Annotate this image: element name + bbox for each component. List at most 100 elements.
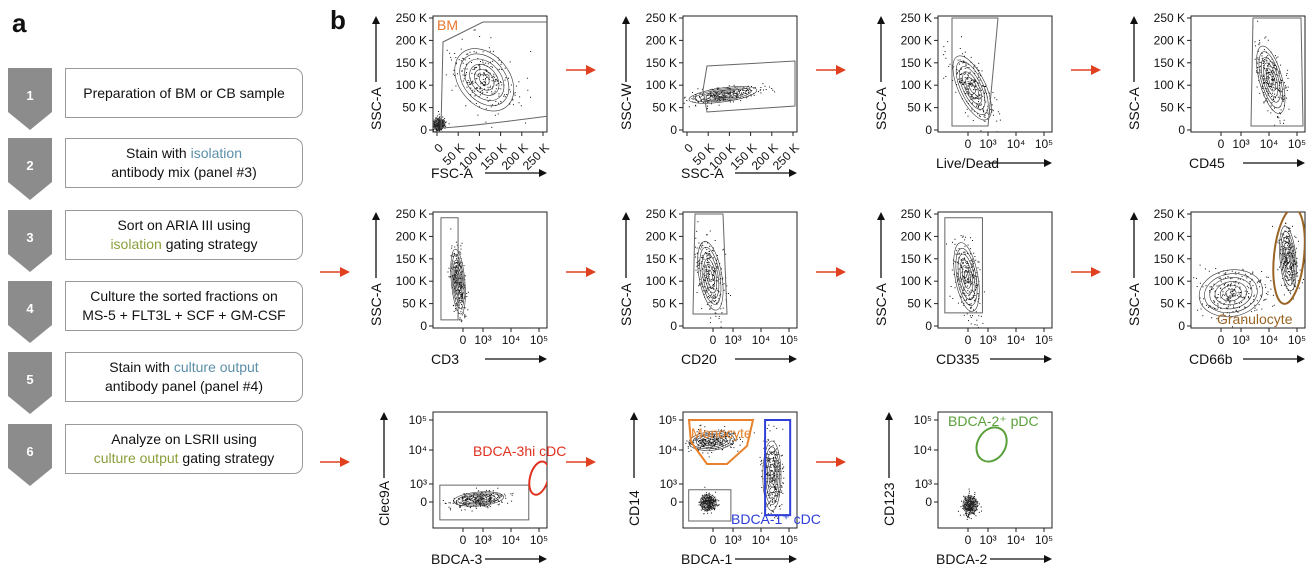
y-tick-label: 150 K (901, 56, 932, 70)
pdc-gate-label: BDCA-2⁺ pDC (948, 413, 1039, 429)
step-description: Culture the sorted fractions on MS-5 + FL… (65, 281, 303, 331)
y-tick-label: 10⁴ (408, 443, 427, 457)
y-tick-label: 100 K (646, 274, 677, 288)
workflow-step-5: 5 Stain with culture output antibody panel… (8, 352, 304, 414)
density-contour (465, 495, 492, 503)
y-axis-arrowhead (380, 412, 388, 420)
density-contour (955, 248, 978, 306)
x-axis-label: CD45 (1189, 155, 1225, 171)
x-tick-label: 10³ (724, 333, 741, 347)
y-axis-arrowhead (372, 16, 380, 24)
density-contour (451, 254, 465, 309)
y-tick-label: 200 K (646, 229, 677, 243)
density-contour (1209, 277, 1253, 310)
y-axis-arrowhead (877, 16, 885, 24)
density-contour (461, 493, 496, 505)
y-tick-label: 0 (420, 319, 427, 333)
density-contour (964, 270, 969, 283)
density-contour (455, 270, 461, 293)
x-tick-label: 10⁴ (1007, 333, 1026, 347)
y-tick-label: 50 K (652, 101, 677, 115)
data-dots (447, 228, 469, 323)
density-contour (1256, 45, 1286, 114)
gate-outline (944, 217, 983, 314)
density-contour (1258, 51, 1283, 109)
step-description: Stain with isolation antibody mix (panel … (65, 138, 303, 188)
y-tick-label: 100 K (1154, 78, 1185, 92)
y-tick-label: 150 K (1154, 56, 1185, 70)
workflow-step-2: 2 Stain with isolation antibody mix (panel… (8, 138, 304, 200)
density-contour (1261, 57, 1281, 103)
density-contour (699, 436, 724, 446)
y-tick-label: 10⁴ (658, 443, 677, 457)
y-axis-arrowhead (622, 16, 630, 24)
y-axis-arrowhead (877, 212, 885, 220)
y-tick-label: 100 K (901, 274, 932, 288)
density-contour (716, 93, 729, 97)
y-tick-label: 200 K (1154, 229, 1185, 243)
y-tick-label: 100 K (1154, 274, 1185, 288)
x-tick-label: 10⁵ (1035, 533, 1053, 547)
density-contour (433, 118, 444, 129)
workflow-step-6: 6 Analyze on LSRII using culture output ga… (8, 424, 304, 486)
plot-cd3: 250 K 200 K 150 K 100 K 50 K 0 0 10³ 10⁴ 10⁵ CD3 SS… (368, 207, 548, 367)
density-contour (953, 242, 980, 312)
density-contour (702, 496, 714, 509)
flow-arrowhead (586, 267, 596, 277)
y-tick-label: 10⁴ (913, 443, 932, 457)
density-contour (1198, 269, 1263, 318)
plot-cd20: 250 K 200 K 150 K 100 K 50 K 0 0 10³ 10⁴ 10⁵ CD20 S… (618, 207, 798, 367)
y-axis-arrowhead (1130, 212, 1138, 220)
y-tick-label: 100 K (396, 274, 427, 288)
flow-arrowhead (836, 457, 846, 467)
x-axis-label: CD66b (1189, 351, 1233, 367)
density-contour (707, 269, 713, 282)
density-contour (469, 63, 500, 96)
flow-arrowhead (586, 457, 596, 467)
density-contour (452, 259, 464, 304)
y-tick-label: 150 K (901, 252, 932, 266)
y-tick-label: 150 K (646, 56, 677, 70)
y-tick-label: 10⁵ (659, 413, 677, 427)
bm-gate-label: BM (437, 17, 458, 33)
density-contour (961, 265, 972, 289)
flow-arrowhead (1091, 267, 1101, 277)
x-axis-arrowhead (789, 555, 797, 563)
density-contour (688, 431, 735, 451)
y-tick-label: 0 (925, 123, 932, 137)
density-contour (952, 55, 992, 121)
x-tick-label: 10⁴ (752, 333, 771, 347)
density-contour (479, 74, 490, 86)
step-text-after: antibody mix (panel #3) (111, 164, 257, 180)
density-contour (705, 264, 715, 288)
pdc-gate (975, 426, 1008, 463)
y-tick-label: 200 K (396, 33, 427, 47)
y-tick-label: 50 K (1160, 101, 1185, 115)
y-tick-label: 10³ (660, 477, 677, 491)
density-contour (966, 499, 974, 510)
x-tick-label: 10⁵ (1288, 333, 1306, 347)
y-tick-label: 50 K (1160, 297, 1185, 311)
plot-bdca3: 10⁵ 10⁴ 10³ 0 0 10³ 10⁴ 10⁵ BDCA-3 Clec9A BDCA-3hi… (376, 411, 566, 567)
step-description: Analyze on LSRII using culture output gat… (65, 424, 303, 474)
density-contour (770, 469, 774, 482)
x-tick-label: 10⁵ (1035, 333, 1053, 347)
x-axis-label: FSC-A (431, 165, 474, 181)
step-text-after: antibody panel (panel #4) (104, 378, 263, 394)
step-text-highlight: culture output (173, 359, 259, 375)
plot-frame (937, 15, 1053, 133)
density-contour (454, 265, 463, 299)
y-tick-label: 200 K (1154, 33, 1185, 47)
x-tick-label: 10³ (474, 533, 491, 547)
step-text-after: gating strategy (178, 450, 275, 466)
plot-frame (682, 15, 798, 133)
density-contour (965, 498, 975, 512)
y-tick-label: 10⁵ (914, 413, 932, 427)
density-contour (457, 492, 500, 506)
y-tick-label: 0 (1178, 319, 1185, 333)
density-contour (959, 259, 974, 295)
step-description: Stain with culture output antibody panel … (65, 352, 303, 402)
x-tick-label: 10⁵ (530, 333, 548, 347)
x-tick-label: 0 (460, 533, 467, 547)
